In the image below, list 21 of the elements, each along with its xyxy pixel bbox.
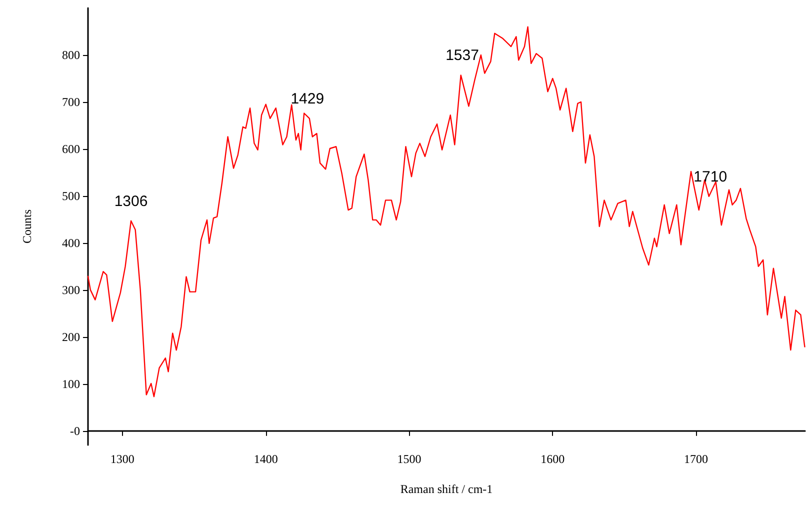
annotation: 1537 <box>446 47 479 64</box>
x-tick-label: 1300 <box>110 452 134 466</box>
x-axis-title: Raman shift / cm-1 <box>400 482 493 496</box>
y-tick-label: 200 <box>62 330 80 344</box>
y-axis-title: Counts <box>20 209 34 244</box>
y-tick-label: 500 <box>62 188 80 203</box>
annotation: 1710 <box>694 168 728 186</box>
y-tick-label: -0 <box>70 424 80 438</box>
annotation: 1306 <box>114 192 148 210</box>
y-tick-label: 700 <box>62 94 80 109</box>
x-tick-label: 1700 <box>684 452 708 466</box>
y-tick-label: 600 <box>62 142 80 156</box>
y-tick-label: 300 <box>62 282 80 297</box>
line-series <box>87 26 806 398</box>
annotation: 1429 <box>290 90 324 108</box>
x-tick-label: 1600 <box>540 452 565 466</box>
y-tick-label: 400 <box>62 236 80 250</box>
y-tick-label: 800 <box>62 48 80 62</box>
x-tick-label: 1400 <box>254 452 278 466</box>
y-tick-label: 100 <box>62 376 80 391</box>
x-tick-label: 1500 <box>397 452 422 466</box>
